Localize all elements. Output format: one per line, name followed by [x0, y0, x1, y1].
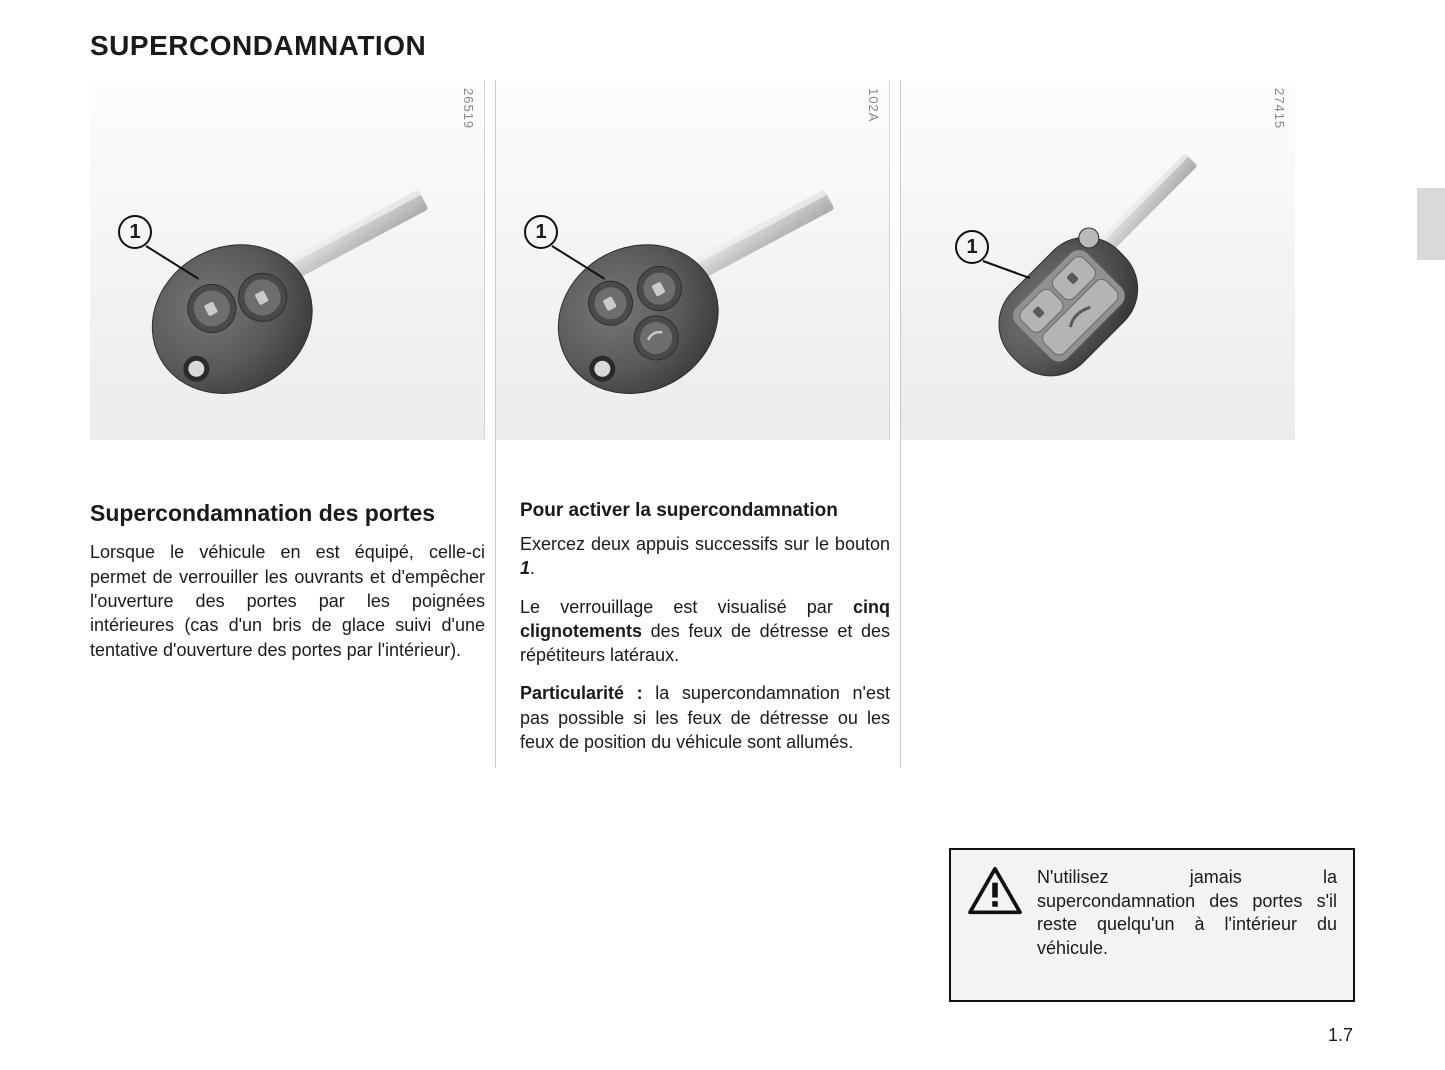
figure-code: 27415 [1272, 88, 1287, 129]
page-title: SUPERCONDAMNATION [90, 30, 1355, 62]
figure-code: 26519 [461, 88, 476, 129]
figure-key-2button: 26519 [90, 80, 485, 440]
figure-code: 102A [866, 88, 881, 122]
warning-text: N'utilisez jamais la supercondamnation d… [1037, 866, 1337, 960]
content-columns: 26519 [90, 80, 1355, 768]
callout-label: 1 [524, 215, 558, 249]
column-1: 26519 [90, 80, 485, 768]
col2-heading: Pour activer la supercondamnation [520, 500, 890, 522]
key-illustration [528, 143, 858, 403]
col2-p2: Le verrouillage est visualisé par cinq c… [520, 595, 890, 668]
figure-key-flip: 27415 [901, 80, 1295, 440]
button-ref: 1 [520, 558, 530, 578]
callout-label: 1 [955, 230, 989, 264]
col1-paragraph: Lorsque le véhicule en est équipé, celle… [90, 540, 485, 661]
key-illustration [122, 143, 452, 403]
key-illustration [933, 134, 1263, 414]
emphasis: Particularité : [520, 683, 643, 703]
col2-p1: Exercez deux appuis successifs sur le bo… [520, 532, 890, 581]
col1-heading: Supercondamnation des portes [90, 500, 485, 526]
col2-p3: Particularité : la supercondamnation n'e… [520, 681, 890, 754]
callout-1: 1 [118, 215, 152, 249]
text: . [530, 558, 535, 578]
callout-1: 1 [955, 230, 989, 264]
column-2: 102A [495, 80, 890, 768]
page-number: 1.7 [1328, 1025, 1353, 1046]
callout-label: 1 [118, 215, 152, 249]
callout-1: 1 [524, 215, 558, 249]
text: Exercez deux appuis successifs sur le bo… [520, 534, 890, 554]
text: Le verrouillage est visualisé par [520, 597, 853, 617]
warning-box: N'utilisez jamais la supercondamnation d… [949, 848, 1355, 1002]
figure-key-3button: 102A [496, 80, 890, 440]
column-3: 27415 [900, 80, 1295, 768]
manual-page: SUPERCONDAMNATION 26519 [0, 0, 1445, 1070]
warning-icon [967, 866, 1023, 916]
